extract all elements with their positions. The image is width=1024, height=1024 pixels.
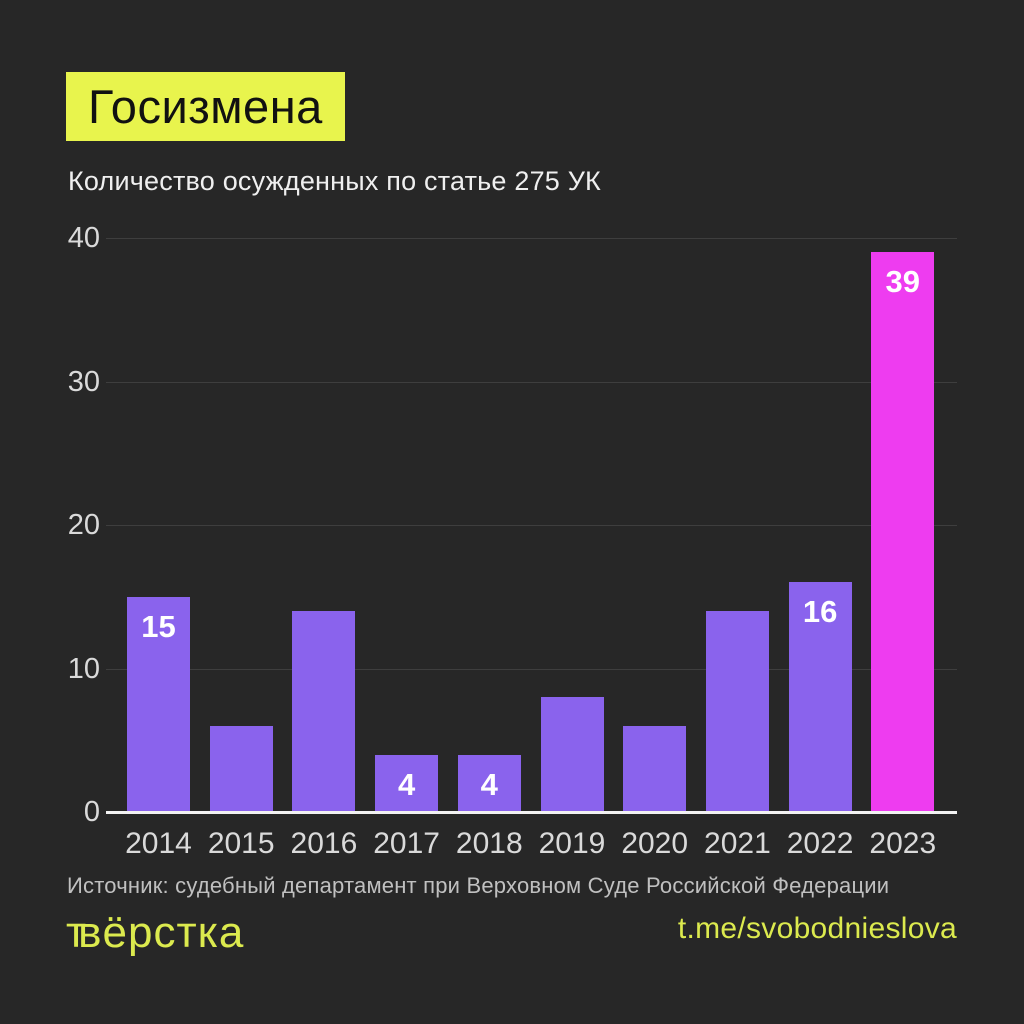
x-tick-label: 2019 (538, 827, 606, 860)
bar-2021 (705, 611, 769, 812)
bar-2017: 4 (375, 754, 439, 812)
logo-prefix: т (66, 908, 88, 957)
gridline (106, 668, 957, 670)
bar-value-label: 15 (141, 608, 176, 644)
x-tick-label: 2016 (290, 827, 358, 860)
y-tick-label: 10 (67, 652, 100, 685)
x-tick-label: 2017 (373, 827, 440, 860)
logo-rest: вёрстка (78, 908, 245, 957)
y-tick-label: 40 (67, 222, 100, 254)
bar-2020 (623, 725, 687, 812)
bar-2015 (209, 725, 273, 812)
x-tick-label: 2023 (869, 827, 937, 860)
telegram-link[interactable]: t.me/svobodnieslova (677, 912, 957, 945)
bar-2019 (540, 697, 604, 812)
gridline (106, 381, 957, 383)
gridline (106, 238, 957, 239)
bar-2023: 39 (871, 252, 935, 812)
x-tick-label: 2022 (786, 827, 854, 860)
bar-value-label: 16 (802, 594, 838, 630)
x-tick-label: 2015 (207, 827, 275, 860)
title-highlight: Госизмена (66, 72, 345, 141)
x-tick-label: 2021 (704, 827, 771, 860)
y-tick-label: 30 (67, 365, 100, 398)
bar-2018: 4 (457, 754, 521, 812)
page-title: Госизмена (88, 80, 323, 133)
x-axis-baseline (106, 811, 957, 814)
bar-value-label: 4 (480, 766, 498, 802)
x-tick-label: 2018 (455, 827, 523, 860)
gridline (106, 525, 957, 526)
bar-value-label: 4 (397, 766, 416, 802)
bar-2022: 16 (788, 582, 852, 812)
bar-2014: 15 (127, 596, 190, 812)
y-tick-label: 0 (83, 796, 100, 828)
source-note: Источник: судебный департамент при Верхо… (67, 873, 890, 898)
x-tick-label: 2014 (125, 827, 192, 860)
y-tick-label: 20 (67, 509, 100, 541)
x-tick-label: 2020 (621, 827, 689, 860)
chart-subtitle: Количество осужденных по статье 275 УК (68, 166, 601, 196)
verstka-logo: твёрстка (66, 908, 244, 958)
bar-2016 (292, 611, 356, 812)
bar-value-label: 39 (885, 264, 921, 300)
